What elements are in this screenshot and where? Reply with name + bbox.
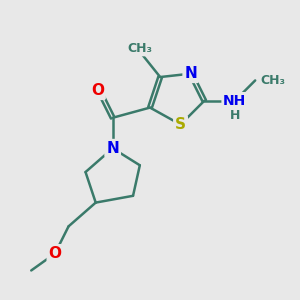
Text: CH₃: CH₃	[127, 42, 152, 55]
Text: CH₃: CH₃	[260, 74, 285, 87]
Text: NH: NH	[223, 94, 247, 108]
Text: O: O	[91, 83, 104, 98]
Text: S: S	[175, 117, 186, 132]
Text: H: H	[230, 109, 241, 122]
Text: N: N	[106, 141, 119, 156]
Text: N: N	[184, 66, 197, 81]
Text: O: O	[49, 246, 62, 261]
